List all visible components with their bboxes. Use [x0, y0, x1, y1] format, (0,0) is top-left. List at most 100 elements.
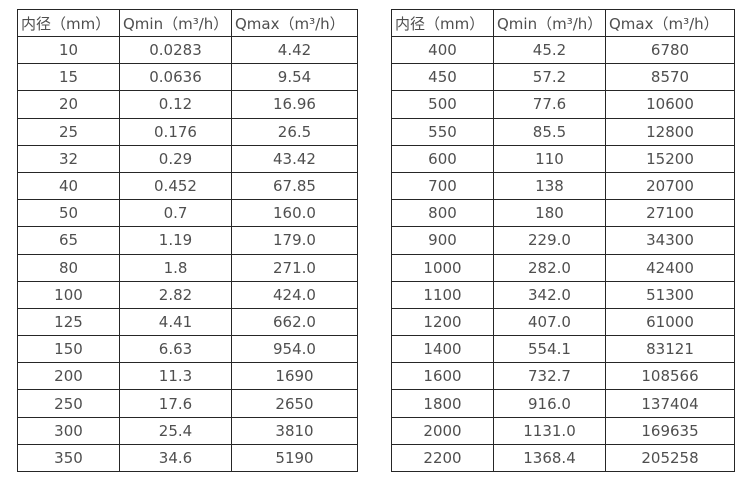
cell-diameter: 350: [17, 443, 120, 473]
table-row: 250 17.6 2650: [17, 389, 358, 418]
cell-qmin: 916.0: [493, 389, 606, 418]
cell-qmax: 169635: [605, 416, 735, 445]
cell-qmax: 20700: [605, 171, 735, 201]
cell-diameter: 32: [17, 144, 120, 173]
cell-diameter: 450: [391, 63, 494, 92]
cell-qmax: 16.96: [231, 90, 358, 119]
cell-diameter: 400: [391, 35, 494, 65]
cell-qmin: 0.29: [119, 144, 232, 173]
cell-qmin: 180: [493, 199, 606, 228]
cell-qmax: 424.0: [231, 280, 358, 309]
cell-diameter: 100: [17, 280, 120, 309]
cell-qmin: 0.12: [119, 90, 232, 119]
table-row: 1600 732.7 108566: [391, 362, 735, 391]
table-row: 150 6.63 954.0: [17, 335, 358, 364]
cell-qmin: 554.1: [493, 335, 606, 364]
column-header-qmax: Qmax（m³/h）: [231, 9, 358, 37]
column-header-qmax: Qmax（m³/h）: [605, 9, 735, 37]
cell-qmin: 0.7: [119, 199, 232, 228]
cell-diameter: 10: [17, 35, 120, 65]
cell-diameter: 2000: [391, 416, 494, 445]
cell-qmax: 4.42: [231, 35, 358, 65]
flow-table-large-diameters: 内径（mm） Qmin（m³/h） Qmax（m³/h） 400 45.2 6780 45…: [391, 9, 735, 473]
cell-diameter: 900: [391, 226, 494, 255]
cell-qmax: 2650: [231, 389, 358, 418]
cell-qmin: 77.6: [493, 90, 606, 119]
cell-diameter: 1100: [391, 280, 494, 309]
cell-qmin: 1.8: [119, 253, 232, 282]
table-row: 200 11.3 1690: [17, 362, 358, 391]
cell-diameter: 300: [17, 416, 120, 445]
cell-diameter: 80: [17, 253, 120, 282]
cell-diameter: 50: [17, 199, 120, 228]
cell-diameter: 500: [391, 90, 494, 119]
cell-qmin: 0.452: [119, 171, 232, 201]
cell-qmin: 6.63: [119, 335, 232, 364]
cell-qmin: 1368.4: [493, 443, 606, 473]
cell-qmin: 110: [493, 144, 606, 173]
cell-qmax: 43.42: [231, 144, 358, 173]
cell-qmin: 732.7: [493, 362, 606, 391]
table-row: 400 45.2 6780: [391, 35, 735, 65]
table-row: 900 229.0 34300: [391, 226, 735, 255]
table-row: 450 57.2 8570: [391, 63, 735, 92]
cell-qmin: 11.3: [119, 362, 232, 391]
table-row: 25 0.176 26.5: [17, 117, 358, 146]
flow-table-small-diameters: 内径（mm） Qmin（m³/h） Qmax（m³/h） 10 0.0283 4.42 1…: [17, 9, 358, 473]
cell-qmax: 15200: [605, 144, 735, 173]
cell-qmax: 27100: [605, 199, 735, 228]
table-row: 32 0.29 43.42: [17, 144, 358, 173]
cell-qmin: 407.0: [493, 307, 606, 337]
cell-diameter: 125: [17, 307, 120, 337]
cell-diameter: 800: [391, 199, 494, 228]
table-row: 600 110 15200: [391, 144, 735, 173]
cell-qmax: 5190: [231, 443, 358, 473]
cell-diameter: 20: [17, 90, 120, 119]
cell-diameter: 1200: [391, 307, 494, 337]
cell-qmin: 4.41: [119, 307, 232, 337]
table-row: 125 4.41 662.0: [17, 307, 358, 337]
column-header-diameter: 内径（mm）: [17, 9, 120, 37]
cell-qmax: 51300: [605, 280, 735, 309]
cell-qmax: 179.0: [231, 226, 358, 255]
cell-qmax: 108566: [605, 362, 735, 391]
table-row: 50 0.7 160.0: [17, 199, 358, 228]
cell-qmin: 342.0: [493, 280, 606, 309]
cell-qmin: 0.0283: [119, 35, 232, 65]
cell-qmin: 2.82: [119, 280, 232, 309]
cell-diameter: 15: [17, 63, 120, 92]
cell-qmin: 57.2: [493, 63, 606, 92]
cell-diameter: 40: [17, 171, 120, 201]
column-header-qmin: Qmin（m³/h）: [119, 9, 232, 37]
cell-qmin: 282.0: [493, 253, 606, 282]
cell-qmax: 954.0: [231, 335, 358, 364]
column-header-qmin: Qmin（m³/h）: [493, 9, 606, 37]
cell-qmin: 138: [493, 171, 606, 201]
cell-qmin: 25.4: [119, 416, 232, 445]
cell-diameter: 700: [391, 171, 494, 201]
cell-qmax: 61000: [605, 307, 735, 337]
table-row: 500 77.6 10600: [391, 90, 735, 119]
table-row: 40 0.452 67.85: [17, 171, 358, 201]
table-row: 20 0.12 16.96: [17, 90, 358, 119]
table-row: 1800 916.0 137404: [391, 389, 735, 418]
cell-qmin: 0.176: [119, 117, 232, 146]
table-row: 1200 407.0 61000: [391, 307, 735, 337]
cell-diameter: 200: [17, 362, 120, 391]
cell-diameter: 1600: [391, 362, 494, 391]
table-row: 2200 1368.4 205258: [391, 443, 735, 473]
cell-qmax: 662.0: [231, 307, 358, 337]
table-row: 300 25.4 3810: [17, 416, 358, 445]
cell-diameter: 600: [391, 144, 494, 173]
cell-qmax: 9.54: [231, 63, 358, 92]
cell-diameter: 1400: [391, 335, 494, 364]
table-row: 2000 1131.0 169635: [391, 416, 735, 445]
column-header-diameter: 内径（mm）: [391, 9, 494, 37]
cell-diameter: 25: [17, 117, 120, 146]
table-row: 700 138 20700: [391, 171, 735, 201]
cell-qmax: 271.0: [231, 253, 358, 282]
cell-diameter: 1800: [391, 389, 494, 418]
cell-qmax: 160.0: [231, 199, 358, 228]
cell-qmin: 17.6: [119, 389, 232, 418]
